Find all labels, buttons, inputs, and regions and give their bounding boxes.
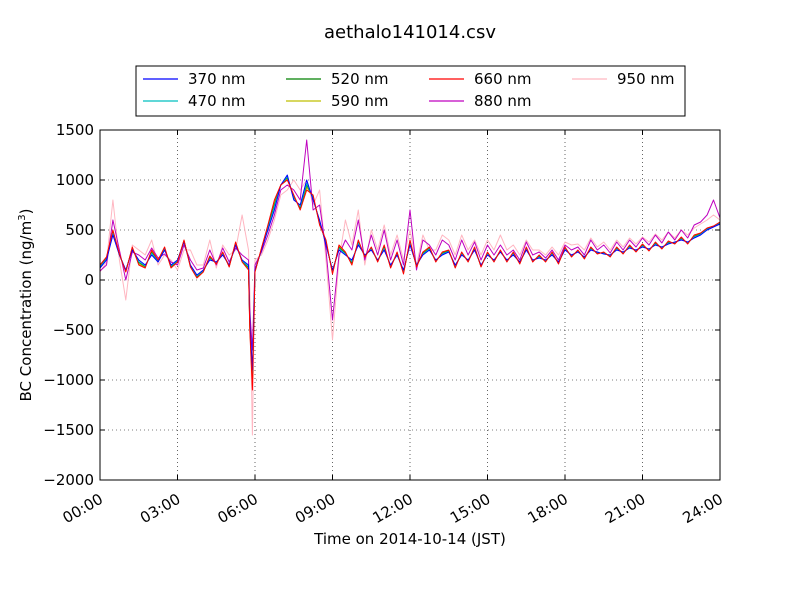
chart-title: aethalo141014.csv xyxy=(324,22,496,43)
legend-label: 370 nm xyxy=(188,70,246,88)
y-tick-label: −1500 xyxy=(43,421,94,439)
y-axis-title: BC Concentration (ng/m3) xyxy=(17,209,35,402)
series-line-880-nm xyxy=(99,139,721,351)
legend: 370 nm 470 nm 520 nm 590 nm 660 nm 880 nm 950 … xyxy=(135,65,686,117)
x-tick-label: 06:00 xyxy=(215,490,261,527)
x-tick-label: 00:00 xyxy=(60,490,106,527)
x-tick-label: 24:00 xyxy=(680,490,726,527)
x-tick-label: 21:00 xyxy=(602,490,648,527)
y-tick-labels: 1500 1000 500 0 −500 −1000 −1500 −2000 xyxy=(43,121,94,489)
legend-label: 660 nm xyxy=(474,70,532,88)
y-tick-label: 1000 xyxy=(56,171,94,189)
legend-label: 470 nm xyxy=(188,92,246,110)
x-axis-title: Time on 2014-10-14 (JST) xyxy=(313,530,506,548)
legend-box xyxy=(135,65,686,117)
legend-label: 880 nm xyxy=(474,92,532,110)
y-axis-title-superscript: 3 xyxy=(17,214,28,220)
y-axis-title-end: ) xyxy=(17,209,35,215)
x-tick-label: 18:00 xyxy=(525,490,571,527)
y-axis-title-main: BC Concentration (ng/m xyxy=(17,221,35,402)
axis-ticks xyxy=(99,129,721,481)
y-tick-label: −1000 xyxy=(43,371,94,389)
x-tick-label: 12:00 xyxy=(370,490,416,527)
legend-label: 590 nm xyxy=(331,92,389,110)
y-tick-label: 1500 xyxy=(56,121,94,139)
series-line-660-nm xyxy=(99,179,721,391)
y-tick-label: −500 xyxy=(53,321,94,339)
x-tick-label: 09:00 xyxy=(292,490,338,527)
legend-label: 520 nm xyxy=(331,70,389,88)
series-line-370-nm xyxy=(99,174,721,371)
y-tick-label: −2000 xyxy=(43,471,94,489)
legend-label: 950 nm xyxy=(617,70,675,88)
y-tick-label: 500 xyxy=(65,221,94,239)
x-tick-label: 03:00 xyxy=(137,490,183,527)
x-tick-labels: 00:00 03:00 06:00 09:00 12:00 15:00 18:00 21:00… xyxy=(60,490,726,527)
x-tick-label: 15:00 xyxy=(447,490,493,527)
y-tick-label: 0 xyxy=(84,271,94,289)
grid-lines xyxy=(100,130,720,480)
series-lines xyxy=(99,139,721,436)
series-line-950-nm xyxy=(99,179,721,436)
